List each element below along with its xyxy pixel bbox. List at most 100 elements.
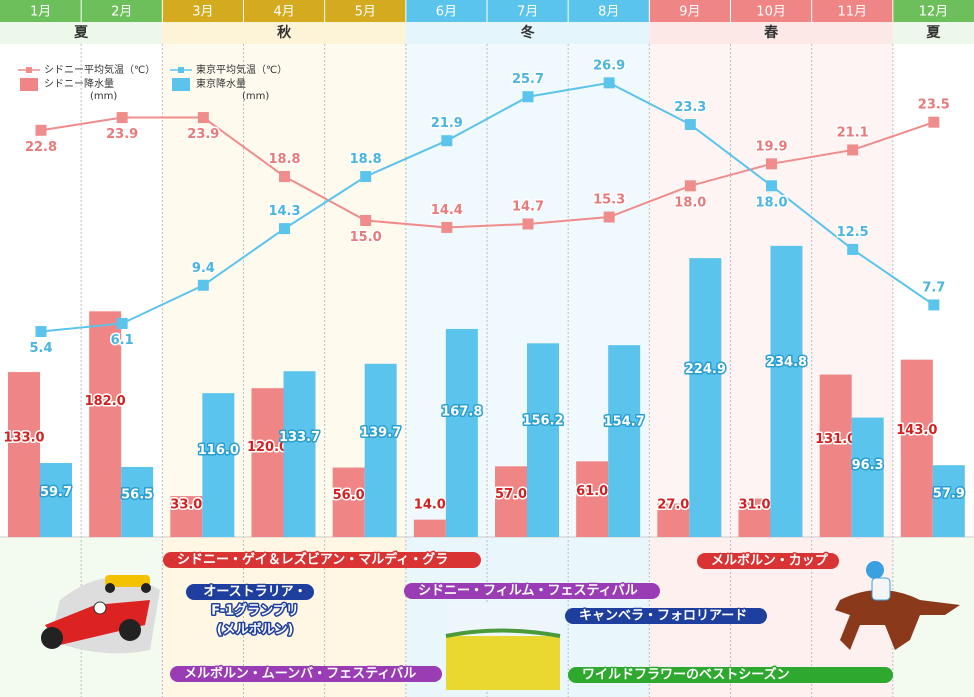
wheel (119, 619, 141, 641)
month-label: 8月 (598, 5, 619, 20)
month-label: 4月 (273, 5, 294, 20)
bar-value-label: 156.2 (522, 413, 563, 428)
bar-value-label: 139.7 (360, 426, 401, 441)
event-label: シドニー・ゲイ＆レズビアン・マルディ・グラ (177, 552, 448, 568)
event-bar (565, 608, 767, 624)
bar (900, 359, 933, 537)
bar (170, 496, 203, 537)
wheel (141, 583, 151, 593)
bar (851, 417, 884, 537)
line-marker (603, 211, 615, 223)
bar (576, 461, 609, 537)
month-header (568, 0, 650, 22)
line-value-label: 21.1 (837, 125, 869, 140)
line-value-label: 14.4 (431, 203, 463, 218)
car-small (105, 575, 150, 587)
month-label: 11月 (837, 5, 867, 20)
bar-value-label: 131.0 (815, 432, 856, 447)
bar-value-label: 167.8 (441, 405, 482, 420)
bar-value-label: 116.0 (198, 443, 239, 458)
bar-value-label: 33.0 (170, 498, 202, 513)
line-marker (766, 180, 777, 192)
bar (689, 258, 722, 537)
bar (608, 345, 641, 537)
bar-value-label: 234.8 (766, 355, 807, 370)
bar (364, 363, 397, 537)
month-label: 2月 (111, 5, 132, 20)
bar (283, 371, 316, 537)
line-value-label: 19.9 (755, 139, 787, 154)
flower-field (446, 636, 560, 690)
line-value-label: 23.9 (106, 127, 138, 142)
bar (8, 372, 40, 537)
bar (932, 465, 965, 537)
legend-unit: (mm) (242, 91, 269, 102)
line-value-label: 23.5 (918, 98, 950, 113)
bar (251, 388, 284, 537)
event-bar (163, 552, 481, 568)
line-value-label: 23.9 (187, 127, 219, 142)
bar-value-label: 14.0 (414, 498, 446, 513)
season-background (0, 22, 163, 44)
season-background (892, 22, 974, 44)
line-marker (197, 279, 209, 291)
legend-swatch (20, 78, 38, 91)
bar (527, 343, 559, 537)
month-label: 10月 (756, 5, 786, 20)
line-marker (928, 116, 940, 128)
line-value-label: 14.7 (512, 199, 544, 214)
event-label: キャンベラ・フォロリアード (579, 609, 747, 624)
season-label: 春 (763, 24, 779, 41)
line-value-label: 7.7 (922, 280, 945, 295)
legend-unit: (mm) (90, 91, 117, 102)
bar (657, 503, 690, 537)
helmet (93, 601, 107, 615)
season-background (405, 22, 650, 44)
bar (738, 498, 771, 537)
jockey-head (866, 561, 884, 579)
line-marker (116, 317, 128, 329)
event-bar (170, 666, 442, 682)
bar (445, 328, 478, 537)
month-label: 1月 (30, 5, 51, 20)
bar (770, 245, 803, 537)
month-header (0, 0, 82, 22)
hedge (445, 628, 561, 638)
month-label: 9月 (679, 5, 700, 20)
line-value-label: 18.0 (755, 195, 787, 210)
line-value-label: 21.9 (431, 116, 463, 131)
line-marker (279, 171, 290, 183)
season-background (649, 22, 893, 44)
event-label: ワイルドフラワーのベストシーズン (582, 667, 790, 683)
month-header (892, 0, 974, 22)
line-value-label: 18.8 (350, 152, 382, 167)
line-marker (441, 135, 453, 147)
bar-value-label: 143.0 (896, 423, 937, 438)
line-marker (35, 326, 47, 338)
legend-marker (26, 67, 32, 73)
line-marker (360, 215, 372, 226)
line-marker (684, 118, 696, 130)
bar-value-label: 57.9 (933, 486, 965, 501)
bar (40, 462, 72, 537)
month-label: 6月 (436, 5, 457, 20)
line (40, 116, 935, 229)
legend-swatch (172, 78, 190, 91)
bar-value-label: 154.7 (604, 414, 645, 429)
line-marker (928, 299, 940, 311)
month-header (162, 0, 244, 22)
bar-value-label: 120.0 (247, 440, 288, 455)
line-value-label: 25.7 (512, 72, 544, 87)
line-marker (360, 171, 372, 183)
bar (202, 393, 235, 537)
bar-value-label: 133.0 (3, 431, 44, 446)
wheel (105, 583, 115, 593)
line-value-label: 15.3 (593, 193, 625, 208)
event-bar (186, 584, 314, 600)
bar-value-label: 96.3 (852, 458, 884, 473)
month-label: 3月 (192, 5, 213, 20)
month-label: 5月 (355, 5, 376, 20)
line-marker (603, 77, 615, 89)
season-label: 秋 (277, 24, 292, 41)
